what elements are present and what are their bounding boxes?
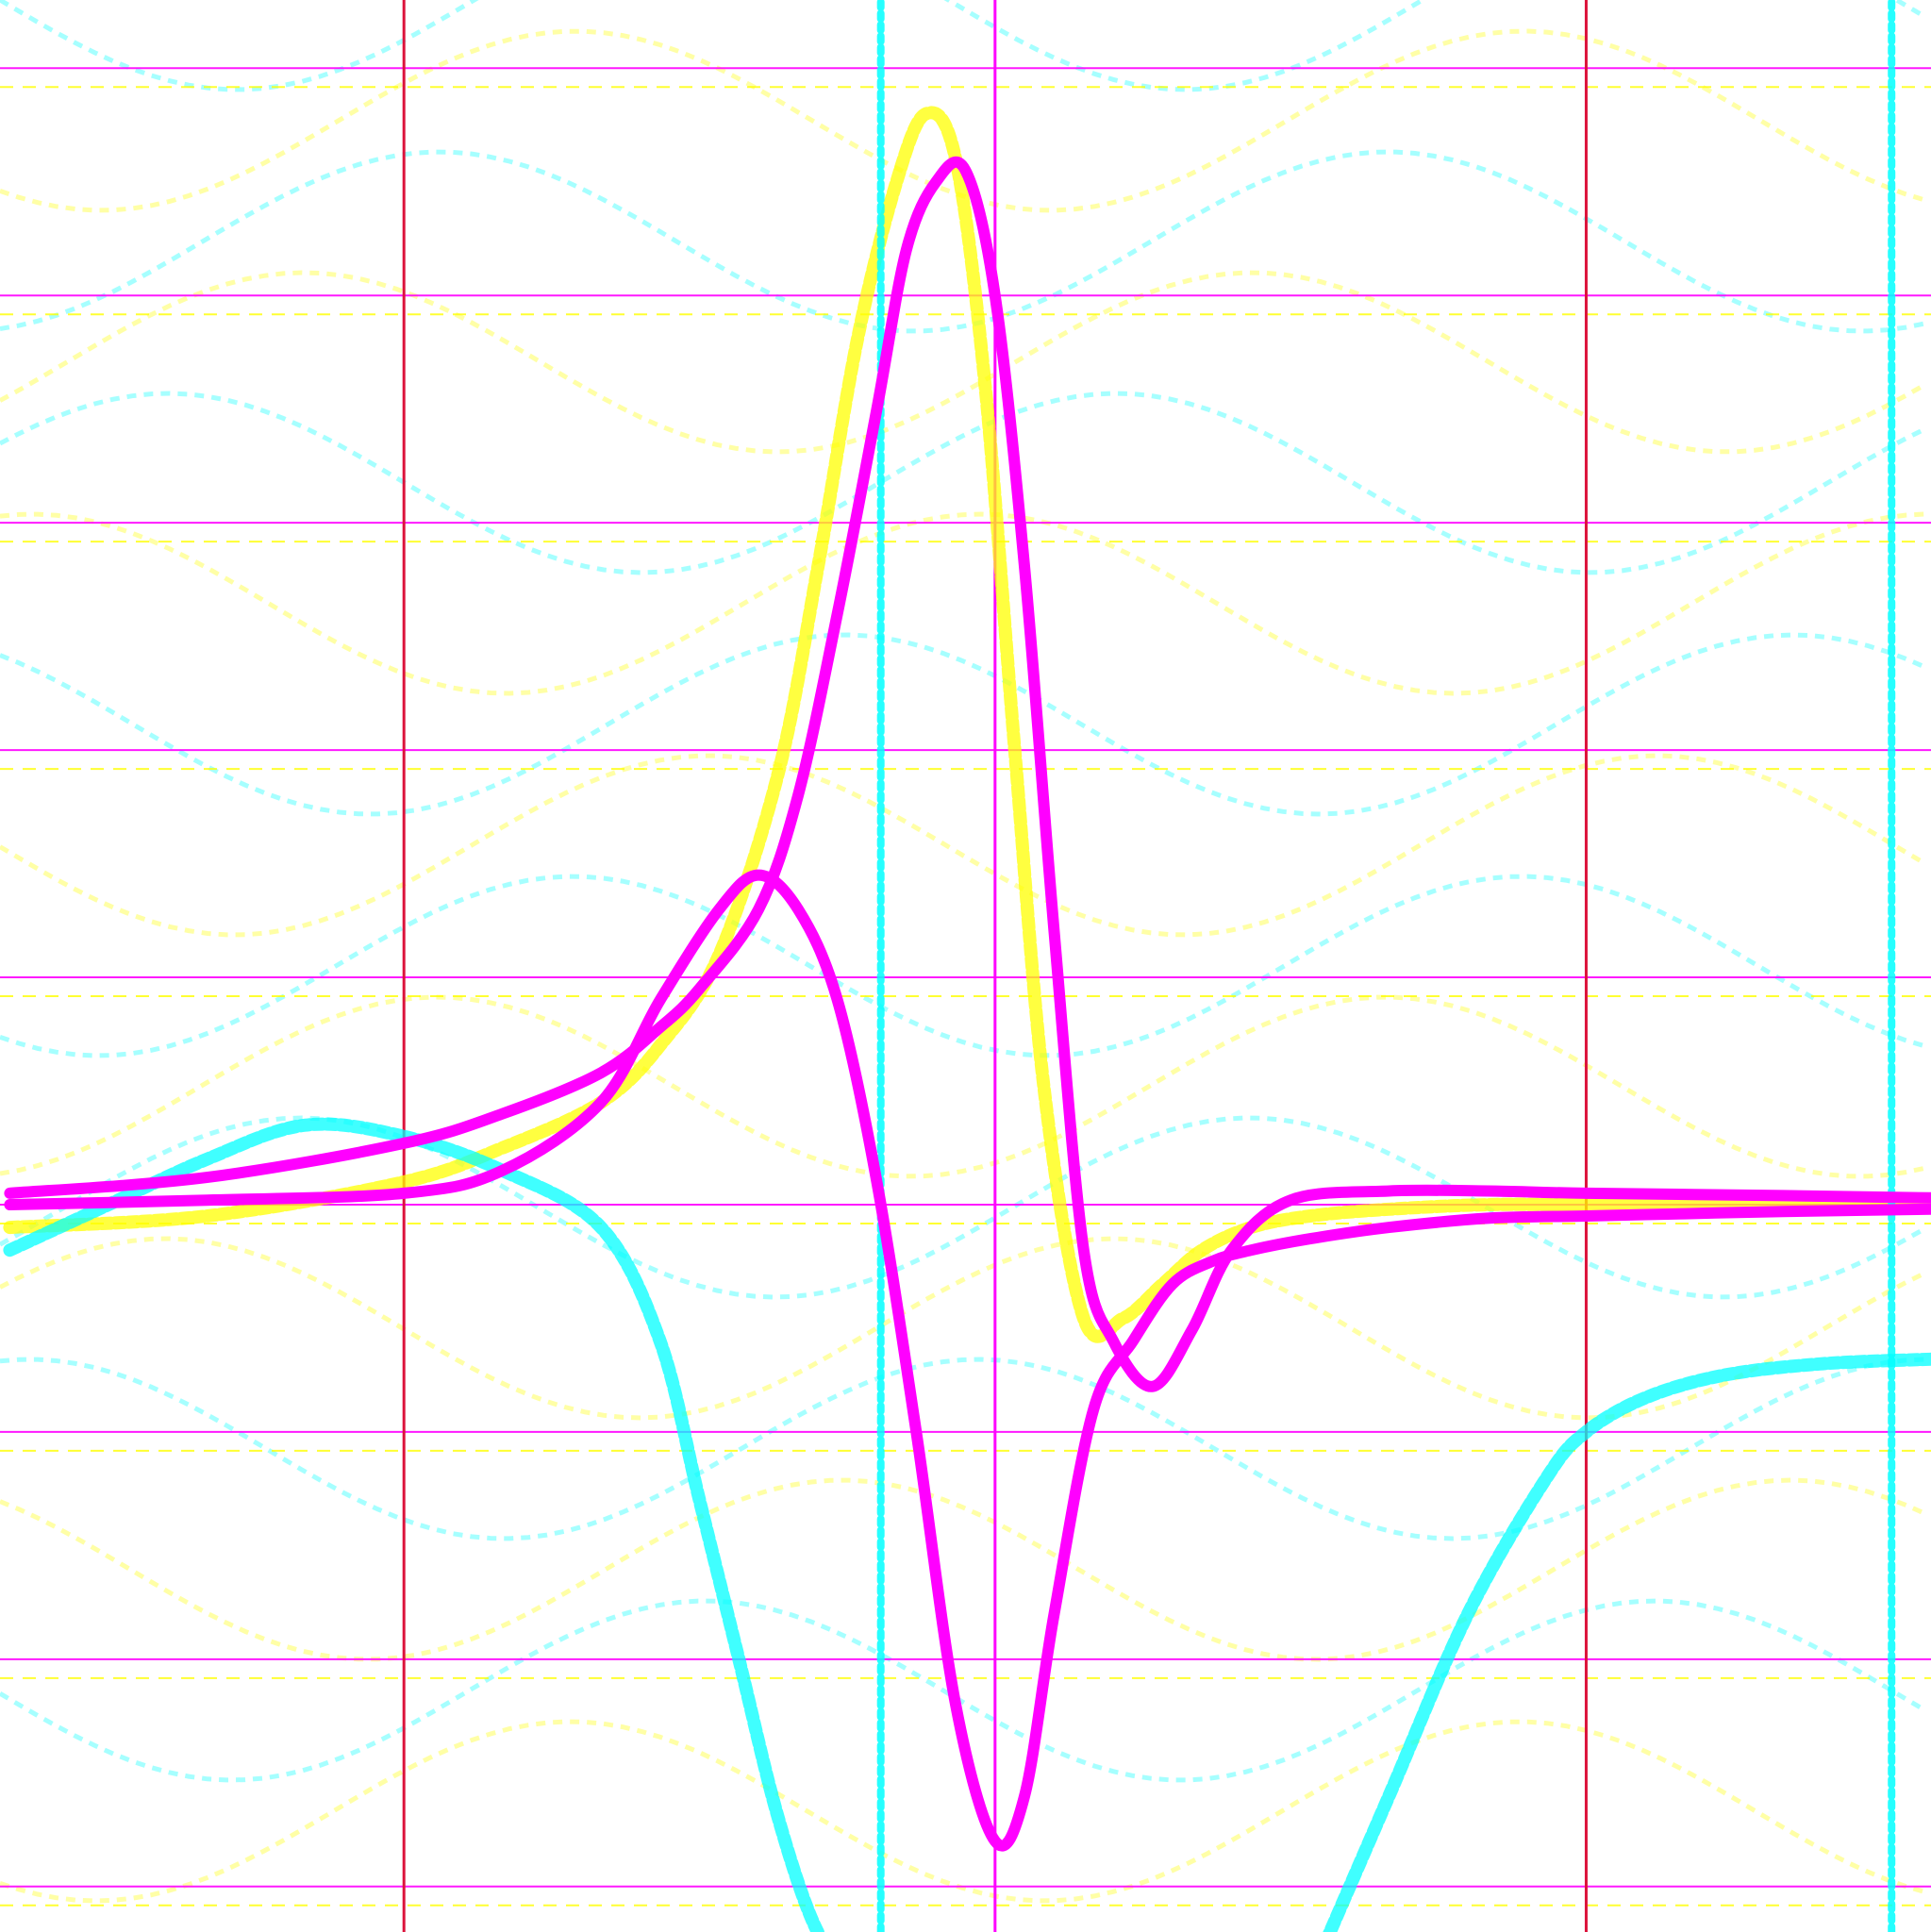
background-wave bbox=[0, 0, 1926, 92]
background-wave bbox=[0, 994, 1925, 1179]
background-wave bbox=[0, 1115, 1926, 1300]
trail-curve-1 bbox=[3, 1117, 825, 1932]
trail-curve-2 bbox=[1323, 1352, 1931, 1932]
primary-curve-6 bbox=[4, 869, 1931, 1852]
background-wave bbox=[0, 753, 1926, 938]
background-wave bbox=[0, 149, 1925, 334]
data-series bbox=[3, 0, 1931, 1932]
background-wave bbox=[0, 632, 1925, 817]
background-wave bbox=[0, 1477, 1926, 1662]
background-wave bbox=[0, 1598, 1926, 1783]
background-wave bbox=[0, 391, 1926, 575]
background-wave bbox=[0, 1236, 1926, 1421]
background-wave bbox=[0, 1719, 1925, 1904]
background-wave bbox=[0, 1357, 1925, 1541]
background-wave bbox=[0, 511, 1925, 696]
background-wave bbox=[0, 874, 1925, 1058]
background-wave bbox=[0, 270, 1926, 455]
